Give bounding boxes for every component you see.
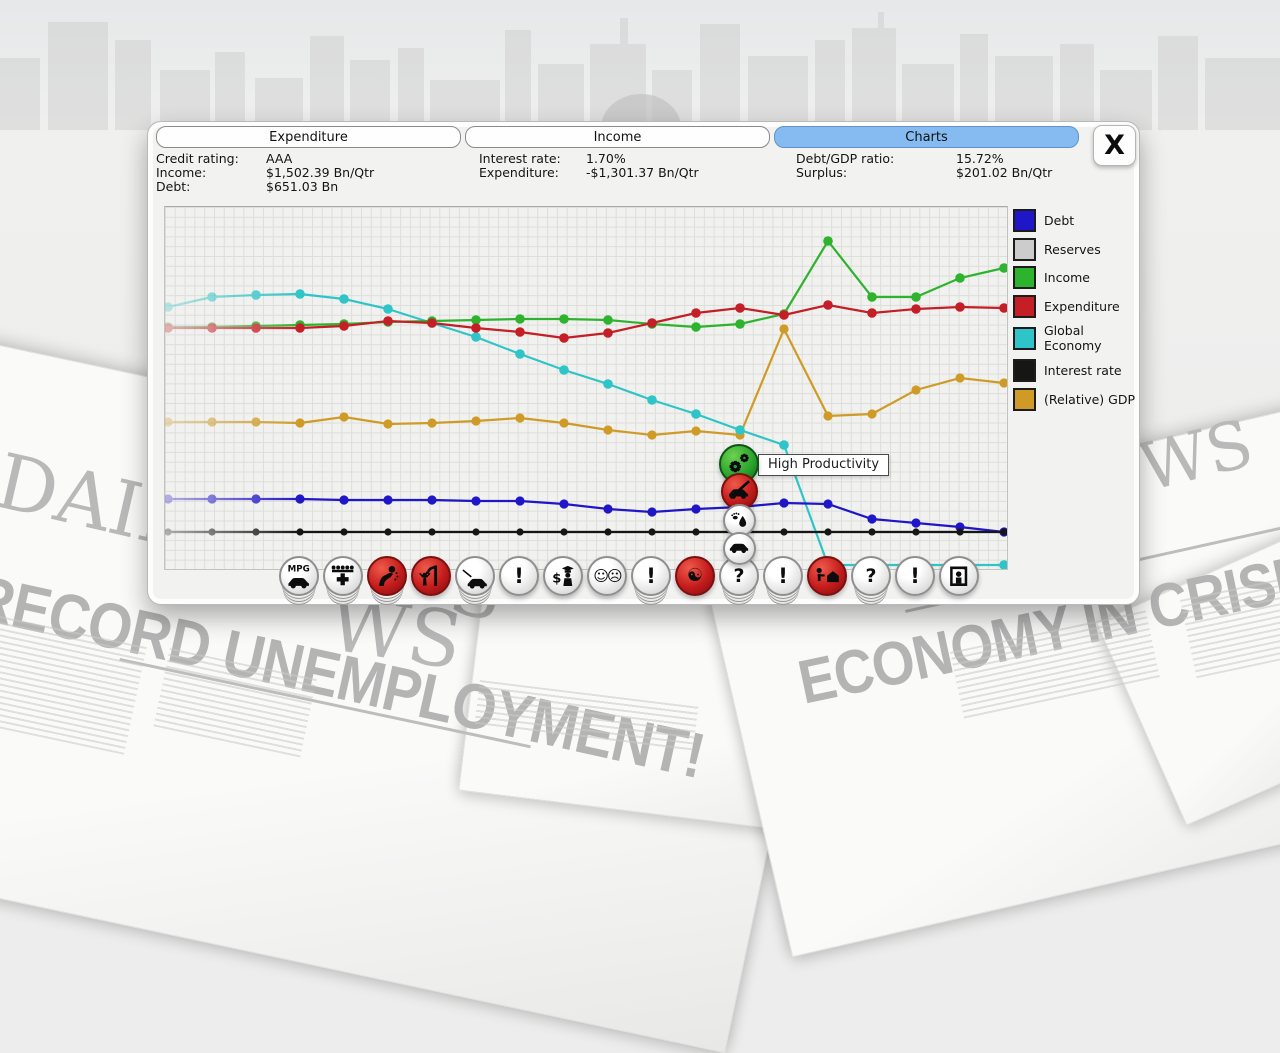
stats-col-1: Credit rating: AAA Income: $1,502.39 Bn/…	[156, 152, 374, 194]
stat-income-value: $1,502.39 Bn/Qtr	[266, 166, 374, 180]
stat-expenditure-value: -$1,301.37 Bn/Qtr	[586, 166, 699, 180]
person-house-icon[interactable]	[807, 556, 847, 596]
graduate-dollar-icon[interactable]: $	[543, 556, 583, 596]
legend-swatch-income	[1013, 266, 1036, 289]
stats-col-2: Interest rate: 1.70% Expenditure: -$1,30…	[479, 152, 699, 180]
bent-person-icon[interactable]	[367, 556, 407, 596]
legend-swatch-relative-gdp	[1013, 388, 1036, 411]
stat-credit-rating-value: AAA	[266, 152, 292, 166]
stat-surplus-value: $201.02 Bn/Qtr	[956, 166, 1052, 180]
exclamation-icon[interactable]: !	[763, 556, 803, 596]
stat-income: Income: $1,502.39 Bn/Qtr	[156, 166, 374, 180]
finance-dialog: Expenditure Income Charts X Credit ratin…	[147, 121, 1140, 605]
legend-item-income: Income	[1013, 266, 1138, 289]
stat-debt-value: $651.03 Bn	[266, 180, 338, 194]
legend-item-expenditure: Expenditure	[1013, 295, 1138, 318]
exclamation-icon[interactable]: !	[895, 556, 935, 596]
tab-expenditure[interactable]: Expenditure	[156, 126, 461, 148]
legend-swatch-debt	[1013, 209, 1036, 232]
stat-debt-gdp-ratio-value: 15.72%	[956, 152, 1004, 166]
stat-credit-rating: Credit rating: AAA	[156, 152, 374, 166]
chart-legend: Debt Reserves Income Expenditure Global …	[1013, 209, 1138, 416]
two-faces-icon[interactable]: ☯	[675, 556, 715, 596]
question-icon[interactable]: ?	[851, 556, 891, 596]
legend-item-global-economy: Global Economy	[1013, 323, 1138, 353]
person-cell-icon[interactable]	[939, 556, 979, 596]
mpg-car-icon[interactable]: MPG	[279, 556, 319, 596]
legend-item-reserves: Reserves	[1013, 238, 1138, 261]
legend-swatch-global-economy	[1013, 327, 1036, 350]
stat-debt: Debt: $651.03 Bn	[156, 180, 374, 194]
legend-item-debt: Debt	[1013, 209, 1138, 232]
stat-debt-gdp-ratio: Debt/GDP ratio: 15.72%	[796, 152, 1052, 166]
close-button[interactable]: X	[1093, 125, 1136, 166]
exclamation-icon[interactable]: !	[631, 556, 671, 596]
stats-col-3: Debt/GDP ratio: 15.72% Surplus: $201.02 …	[796, 152, 1052, 180]
stat-expenditure: Expenditure: -$1,301.37 Bn/Qtr	[479, 166, 699, 180]
tab-charts[interactable]: Charts	[774, 126, 1079, 148]
legend-item-interest-rate: Interest rate	[1013, 359, 1138, 382]
event-tooltip: High Productivity	[758, 454, 889, 476]
legend-swatch-interest-rate	[1013, 359, 1036, 382]
svg-text:$: $	[553, 572, 562, 587]
legend-swatch-expenditure	[1013, 295, 1036, 318]
stat-surplus: Surplus: $201.02 Bn/Qtr	[796, 166, 1052, 180]
legend-item-relative-gdp: (Relative) GDP	[1013, 388, 1138, 411]
tab-bar: Expenditure Income Charts	[156, 126, 1079, 148]
lamp-person-icon[interactable]	[411, 556, 451, 596]
legend-swatch-reserves	[1013, 238, 1036, 261]
crowd-cross-icon[interactable]	[323, 556, 363, 596]
finance-chart	[164, 206, 1008, 570]
car-icon[interactable]	[723, 532, 756, 565]
svg-text:MPG: MPG	[288, 565, 310, 575]
city-skyline	[0, 0, 1280, 130]
stat-interest-rate-value: 1.70%	[586, 152, 626, 166]
tab-income[interactable]: Income	[465, 126, 770, 148]
stat-interest-rate: Interest rate: 1.70%	[479, 152, 699, 166]
exclamation-icon[interactable]: !	[499, 556, 539, 596]
towed-car-icon[interactable]	[455, 556, 495, 596]
theater-masks-icon[interactable]: ☺☹	[587, 556, 627, 596]
